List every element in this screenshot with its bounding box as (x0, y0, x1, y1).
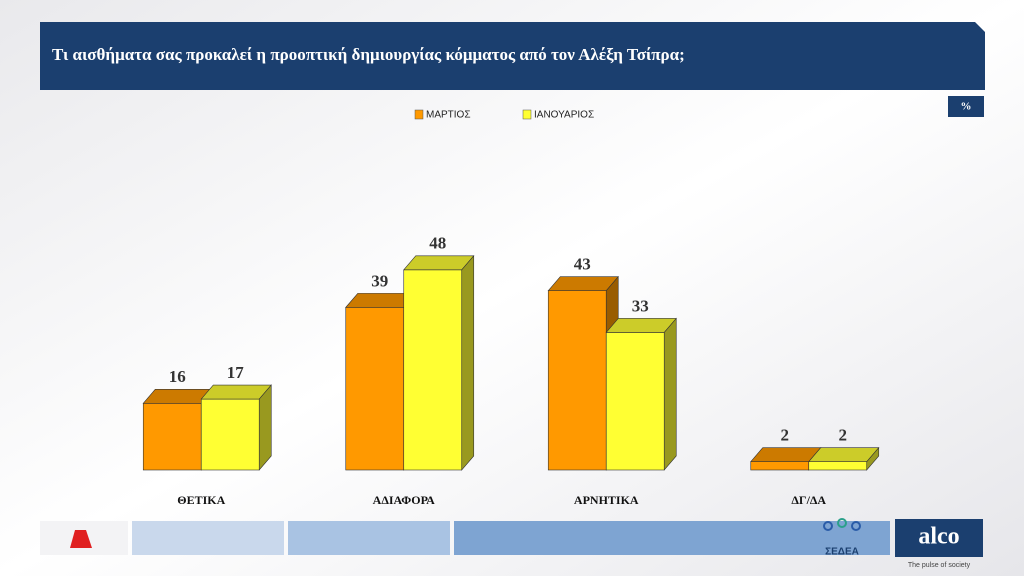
bar-front (750, 461, 810, 471)
value-label: 2 (781, 426, 790, 445)
bar-side (461, 255, 475, 471)
brand-tagline: The pulse of society (908, 562, 971, 569)
footer-tile (132, 521, 284, 555)
value-label: 48 (429, 234, 446, 253)
chart-title: Τι αισθήματα σας προκαλεί η προοπτική δη… (52, 45, 685, 64)
x-tick-label: ΑΔΙΑΦΟΡΑ (373, 493, 435, 507)
bar-side (866, 446, 880, 471)
bar (403, 255, 475, 471)
partner-icon (823, 521, 833, 531)
x-tick-label: ΑΡΝΗΤΙΚΑ (574, 493, 639, 507)
value-label: 39 (371, 271, 388, 290)
unit-badge (948, 96, 984, 117)
legend-swatch (522, 109, 532, 120)
legend-label: ΙΑΝΟΥΑΡΙΟΣ (534, 110, 594, 121)
bar-side (258, 384, 272, 471)
bar (605, 317, 677, 471)
legend-swatch (414, 109, 424, 120)
partner-icon (851, 521, 861, 531)
bar-front (403, 269, 463, 471)
bar-front (142, 402, 202, 471)
value-label: 2 (839, 426, 848, 445)
unit-badge-text: % (961, 101, 972, 113)
bar-front (345, 307, 405, 471)
bar-front (808, 461, 868, 471)
x-tick-label: ΘΕΤΙΚΑ (177, 493, 225, 507)
value-label: 17 (227, 363, 245, 382)
footer-tile (288, 521, 450, 555)
bar (200, 384, 272, 471)
bar-front (547, 290, 607, 471)
value-label: 43 (574, 255, 591, 274)
title-bar (40, 22, 985, 90)
footer-tile (454, 521, 890, 555)
bar (808, 446, 880, 471)
channel-logo (70, 530, 92, 548)
value-label: 33 (632, 296, 649, 315)
brand-box (895, 519, 983, 557)
bar-front (605, 332, 665, 471)
bar-side (663, 317, 677, 471)
partner-icon (837, 518, 847, 528)
x-tick-label: ΔΓ/ΔΑ (791, 493, 826, 507)
partner-name: ΣΕΔΕΑ (825, 547, 859, 558)
bar-front (200, 398, 260, 471)
value-label: 16 (169, 367, 186, 386)
legend-label: ΜΑΡΤΙΟΣ (426, 110, 471, 121)
brand-name: alco (918, 524, 959, 550)
plot: ΜΑΡΤΙΟΣ ΙΑΝΟΥΑΡΙΟΣ ΘΕΤΙΚΑ 16 17 ΑΔΙΑΦΟΡΑ 39 48 Α… (142, 109, 880, 507)
